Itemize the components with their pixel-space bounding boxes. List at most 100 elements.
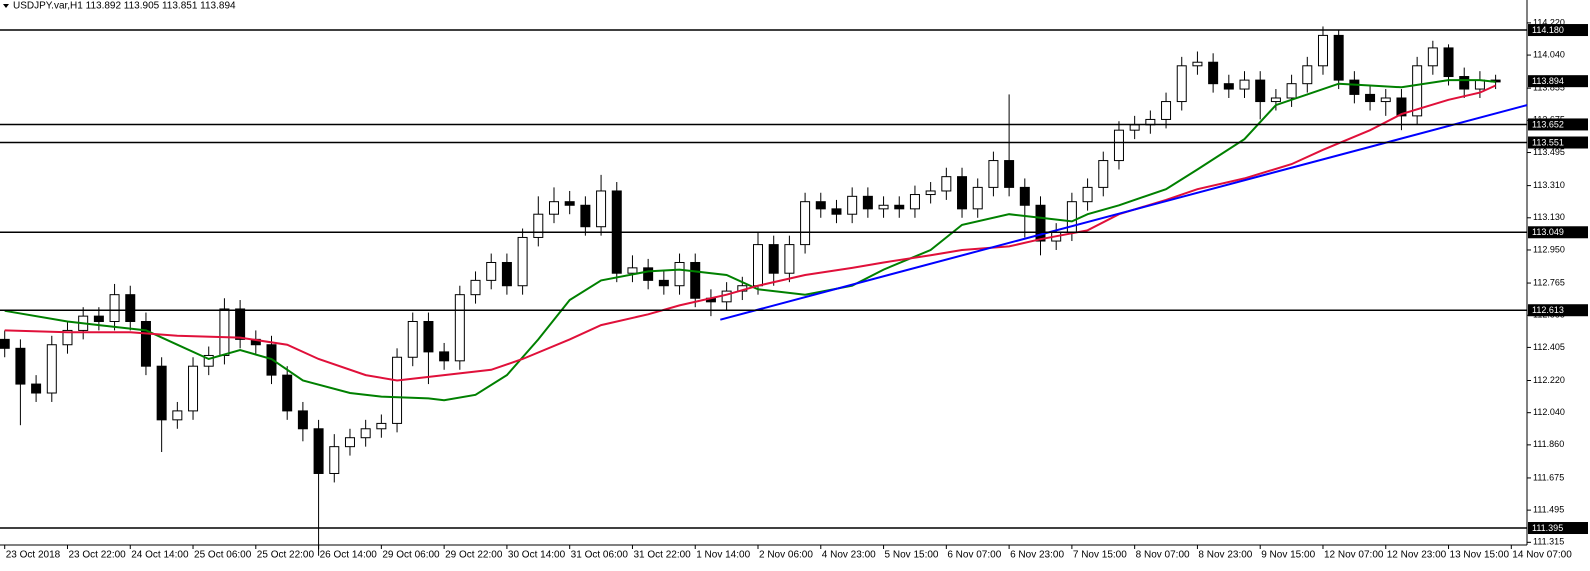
candle-body [1019, 186, 1030, 206]
candle-body [674, 261, 685, 287]
candle-body [658, 279, 669, 287]
candle-body [297, 410, 308, 430]
x-tick-label: 31 Oct 06:00 [571, 550, 629, 561]
candle-body [156, 365, 167, 421]
candle-body [894, 204, 905, 210]
candle-body [423, 320, 434, 353]
x-tick-label: 6 Nov 07:00 [947, 550, 1001, 561]
x-tick-label: 12 Nov 07:00 [1324, 550, 1384, 561]
candle-body [925, 190, 936, 196]
x-tick-label: 24 Oct 14:00 [131, 550, 189, 561]
x-tick-label: 29 Oct 06:00 [382, 550, 440, 561]
candle-body [46, 344, 57, 394]
candle-body [140, 320, 151, 367]
candle-body [753, 244, 764, 287]
y-tick-label: 113.855 [1533, 83, 1565, 93]
x-tick-label: 31 Oct 22:00 [633, 550, 691, 561]
candle-body [439, 351, 450, 362]
candle-body [784, 244, 795, 274]
y-tick-label: 112.405 [1533, 342, 1565, 352]
candle-body [596, 190, 607, 228]
candle-body [93, 315, 104, 322]
candle-body [831, 208, 842, 215]
x-tick-label: 30 Oct 14:00 [508, 550, 566, 561]
x-tick-label: 23 Oct 2018 [6, 550, 61, 561]
candle-body [564, 201, 575, 206]
candle-body [957, 176, 968, 210]
candle-body [533, 213, 544, 238]
x-tick-label: 2 Nov 06:00 [759, 550, 813, 561]
candle-body [203, 354, 214, 367]
candle-body [1176, 65, 1187, 103]
candle-body [690, 261, 701, 299]
x-tick-label: 29 Oct 22:00 [445, 550, 503, 561]
candle-body [878, 204, 889, 210]
candle-body [470, 279, 481, 296]
candle-body [407, 320, 418, 358]
candle-body [517, 236, 528, 287]
menu-arrow [3, 4, 9, 8]
candle-body [1223, 83, 1234, 90]
candle-body [329, 446, 340, 474]
y-tick-label: 112.765 [1533, 277, 1565, 287]
candle-body [909, 194, 920, 210]
candle-body [941, 176, 952, 192]
x-tick-label: 9 Nov 15:00 [1261, 550, 1315, 561]
y-tick-label: 111.675 [1533, 472, 1564, 482]
x-tick-label: 6 Nov 23:00 [1010, 550, 1064, 561]
candle-body [1317, 34, 1328, 67]
last-price-label: 113.894 [1532, 76, 1564, 86]
candle-body [862, 195, 873, 210]
candle-body [172, 410, 183, 421]
candle-body [1459, 76, 1470, 90]
candle-body [31, 383, 42, 394]
candle-body [1192, 61, 1203, 67]
level-box [1528, 304, 1588, 317]
candle-body [847, 195, 858, 215]
level-box [1528, 24, 1588, 37]
candle-body [0, 338, 10, 349]
candle-body [1380, 97, 1391, 103]
overlay-line [4, 79, 1496, 402]
candle-body [1349, 79, 1360, 95]
level-box [1528, 136, 1588, 149]
x-tick-label: 8 Nov 23:00 [1198, 550, 1252, 561]
candle-body [1129, 124, 1140, 131]
candle-body [486, 261, 497, 281]
candle-body [800, 201, 811, 246]
candle-body [1412, 65, 1423, 117]
level-label: 111.395 [1532, 523, 1563, 533]
candle-body [344, 437, 355, 448]
level-label: 113.551 [1532, 137, 1564, 147]
candle-body [1082, 186, 1093, 203]
candle-body [1443, 47, 1454, 78]
y-tick-label: 111.315 [1533, 537, 1564, 547]
last-price-box [1528, 75, 1588, 88]
candle-body [972, 186, 983, 210]
candle-body [627, 267, 638, 274]
candle-body [1396, 97, 1407, 117]
candle-body [282, 374, 293, 412]
y-tick-label: 111.860 [1533, 439, 1564, 449]
candle-body [188, 365, 199, 412]
candle-body [1035, 204, 1046, 242]
candle-body [235, 308, 246, 340]
y-tick-label: 112.040 [1533, 407, 1565, 417]
candle-body [1427, 47, 1438, 67]
candle-body [815, 201, 826, 210]
x-tick-label: 1 Nov 14:00 [696, 550, 750, 561]
x-tick-label: 12 Nov 23:00 [1387, 550, 1447, 561]
x-tick-label: 25 Oct 06:00 [194, 550, 252, 561]
y-tick-label: 113.495 [1533, 147, 1565, 157]
overlay-line [4, 84, 1497, 382]
x-tick-label: 23 Oct 22:00 [68, 550, 126, 561]
candle-body [15, 347, 26, 385]
x-tick-label: 26 Oct 14:00 [320, 550, 378, 561]
candle-body [109, 294, 120, 322]
candle-body [219, 308, 230, 356]
candle-body [548, 201, 559, 215]
x-tick-label: 8 Nov 07:00 [1136, 550, 1190, 561]
y-tick-label: 114.040 [1533, 49, 1565, 59]
candle-body [643, 267, 654, 281]
x-tick-label: 13 Nov 15:00 [1450, 550, 1510, 561]
